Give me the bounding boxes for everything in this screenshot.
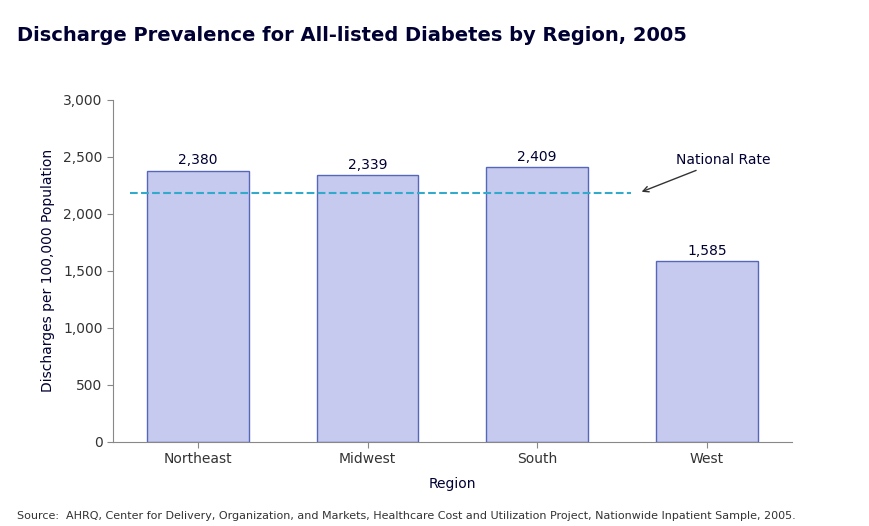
Text: National Rate: National Rate xyxy=(642,153,770,192)
Text: 2,339: 2,339 xyxy=(348,158,387,172)
Text: 1,585: 1,585 xyxy=(687,244,726,258)
X-axis label: Region: Region xyxy=(428,478,475,491)
Text: 2,380: 2,380 xyxy=(178,153,217,167)
Y-axis label: Discharges per 100,000 Population: Discharges per 100,000 Population xyxy=(41,149,55,392)
Bar xyxy=(147,170,249,442)
Bar xyxy=(316,175,418,442)
Text: Discharge Prevalence for All-listed Diabetes by Region, 2005: Discharge Prevalence for All-listed Diab… xyxy=(17,26,687,45)
Text: 2,409: 2,409 xyxy=(517,150,556,164)
Text: Source:  AHRQ, Center for Delivery, Organization, and Markets, Healthcare Cost a: Source: AHRQ, Center for Delivery, Organ… xyxy=(17,511,795,521)
Bar xyxy=(655,261,757,442)
Bar xyxy=(486,167,587,442)
